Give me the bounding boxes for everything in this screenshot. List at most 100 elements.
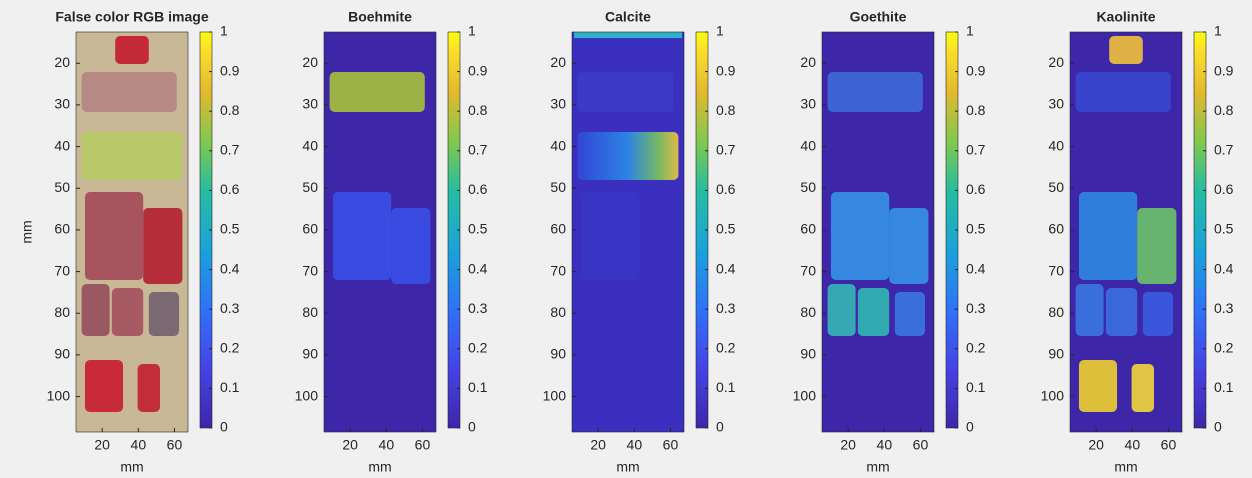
colorbar-tick-label: 0.1 (468, 379, 488, 395)
y-tick-label: 50 (550, 179, 566, 195)
rock-region (1075, 284, 1104, 336)
rock-region (830, 192, 890, 280)
colorbar-tick-label: 0.6 (966, 181, 986, 197)
rock-region (143, 208, 183, 284)
panel-title: Boehmite (348, 9, 412, 25)
rock-region (1078, 192, 1138, 280)
y-tick-label: 100 (47, 387, 71, 403)
x-tick-label: 20 (590, 437, 606, 453)
colorbar-tick-label: 0.6 (220, 181, 240, 197)
x-axis-label: mm (616, 459, 639, 475)
colorbar-tick-label: 0.9 (220, 62, 240, 78)
y-tick-label: 70 (54, 262, 70, 278)
colorbar-tick-label: 0.7 (966, 142, 986, 158)
y-tick-label: 60 (302, 221, 318, 237)
y-tick-label: 30 (1048, 96, 1064, 112)
y-tick-label: 30 (800, 96, 816, 112)
y-tick-label: 80 (800, 304, 816, 320)
colorbar-tick-label: 0.8 (468, 102, 488, 118)
rock-region (857, 288, 890, 336)
y-tick-label: 30 (550, 96, 566, 112)
colorbar-tick-label: 1 (468, 23, 476, 39)
colorbar-tick-label: 0.5 (716, 221, 736, 237)
colorbar-tick-label: 0.9 (1214, 62, 1234, 78)
y-tick-label: 100 (1041, 387, 1065, 403)
rock-region (827, 284, 856, 336)
y-tick-label: 80 (54, 304, 70, 320)
rock-region (1109, 36, 1143, 64)
axes-box (323, 31, 437, 433)
y-tick-label: 20 (1048, 54, 1064, 70)
y-tick-label: 80 (1048, 304, 1064, 320)
rock-region (1137, 208, 1177, 284)
x-tick-label: 20 (840, 437, 856, 453)
rock-region (580, 192, 640, 280)
panel-title: Goethite (850, 9, 907, 25)
colorbar-tick-label: 0 (966, 419, 974, 435)
x-tick-label: 40 (627, 437, 643, 453)
axes-box (571, 31, 685, 433)
y-tick-label: 40 (800, 137, 816, 153)
x-axis-label: mm (368, 459, 391, 475)
y-tick-label: 100 (793, 387, 817, 403)
rock-region (1078, 360, 1118, 412)
colorbar-tick-label: 0.4 (1214, 260, 1234, 276)
x-axis-label: mm (1114, 459, 1137, 475)
colorbar-tick-label: 0 (716, 419, 724, 435)
x-tick-label: 60 (1161, 437, 1177, 453)
colorbar-tick-label: 0.2 (1214, 340, 1234, 356)
colorbar-tick-label: 0.8 (1214, 102, 1234, 118)
rock-region (1131, 364, 1154, 412)
y-tick-label: 40 (550, 137, 566, 153)
rock-region (332, 192, 392, 280)
y-tick-label: 90 (54, 346, 70, 362)
colorbar-tick-label: 0.4 (220, 260, 240, 276)
colorbar-tick-label: 0.9 (716, 62, 736, 78)
colorbar-tick-label: 0.7 (1214, 142, 1234, 158)
rock-region (84, 360, 124, 412)
colorbar-tick-label: 0.3 (220, 300, 240, 316)
colorbar-tick-label: 1 (1214, 23, 1222, 39)
y-tick-label: 40 (1048, 137, 1064, 153)
x-tick-label: 40 (877, 437, 893, 453)
y-tick-label: 90 (550, 346, 566, 362)
rock-region (1075, 72, 1171, 112)
y-tick-label: 90 (302, 346, 318, 362)
y-tick-label: 50 (800, 179, 816, 195)
axes-box (75, 31, 189, 433)
rock-region (889, 208, 929, 284)
x-tick-label: 40 (1125, 437, 1141, 453)
colorbar-tick-label: 0.7 (716, 142, 736, 158)
y-tick-label: 70 (302, 262, 318, 278)
rock-region (81, 132, 183, 180)
y-tick-label: 80 (550, 304, 566, 320)
x-tick-label: 40 (379, 437, 395, 453)
y-tick-label: 20 (54, 54, 70, 70)
rock-region (84, 192, 144, 280)
x-axis-label: mm (120, 459, 143, 475)
colorbar-tick-label: 0.8 (716, 102, 736, 118)
colorbar-tick-label: 0.5 (220, 221, 240, 237)
colorbar-tick-label: 0.3 (966, 300, 986, 316)
colorbar-tick-label: 0 (220, 419, 228, 435)
rock-region (827, 72, 923, 112)
rock-region (137, 364, 160, 412)
y-tick-label: 20 (302, 54, 318, 70)
colorbar-tick-label: 0 (468, 419, 476, 435)
colorbar-tick-label: 1 (966, 23, 974, 39)
y-tick-label: 80 (302, 304, 318, 320)
y-tick-label: 40 (54, 137, 70, 153)
colorbar-tick-label: 0.2 (220, 340, 240, 356)
y-tick-label: 70 (550, 262, 566, 278)
y-tick-label: 30 (54, 96, 70, 112)
x-axis-label: mm (866, 459, 889, 475)
y-tick-label: 20 (550, 54, 566, 70)
y-tick-label: 90 (1048, 346, 1064, 362)
rock-region (81, 72, 177, 112)
colorbar-tick-label: 0 (1214, 419, 1222, 435)
axes-box (1069, 31, 1183, 433)
rock-region (148, 292, 180, 336)
y-tick-label: 90 (800, 346, 816, 362)
colorbar-tick-label: 0.2 (468, 340, 488, 356)
colorbar-tick-label: 0.8 (220, 102, 240, 118)
